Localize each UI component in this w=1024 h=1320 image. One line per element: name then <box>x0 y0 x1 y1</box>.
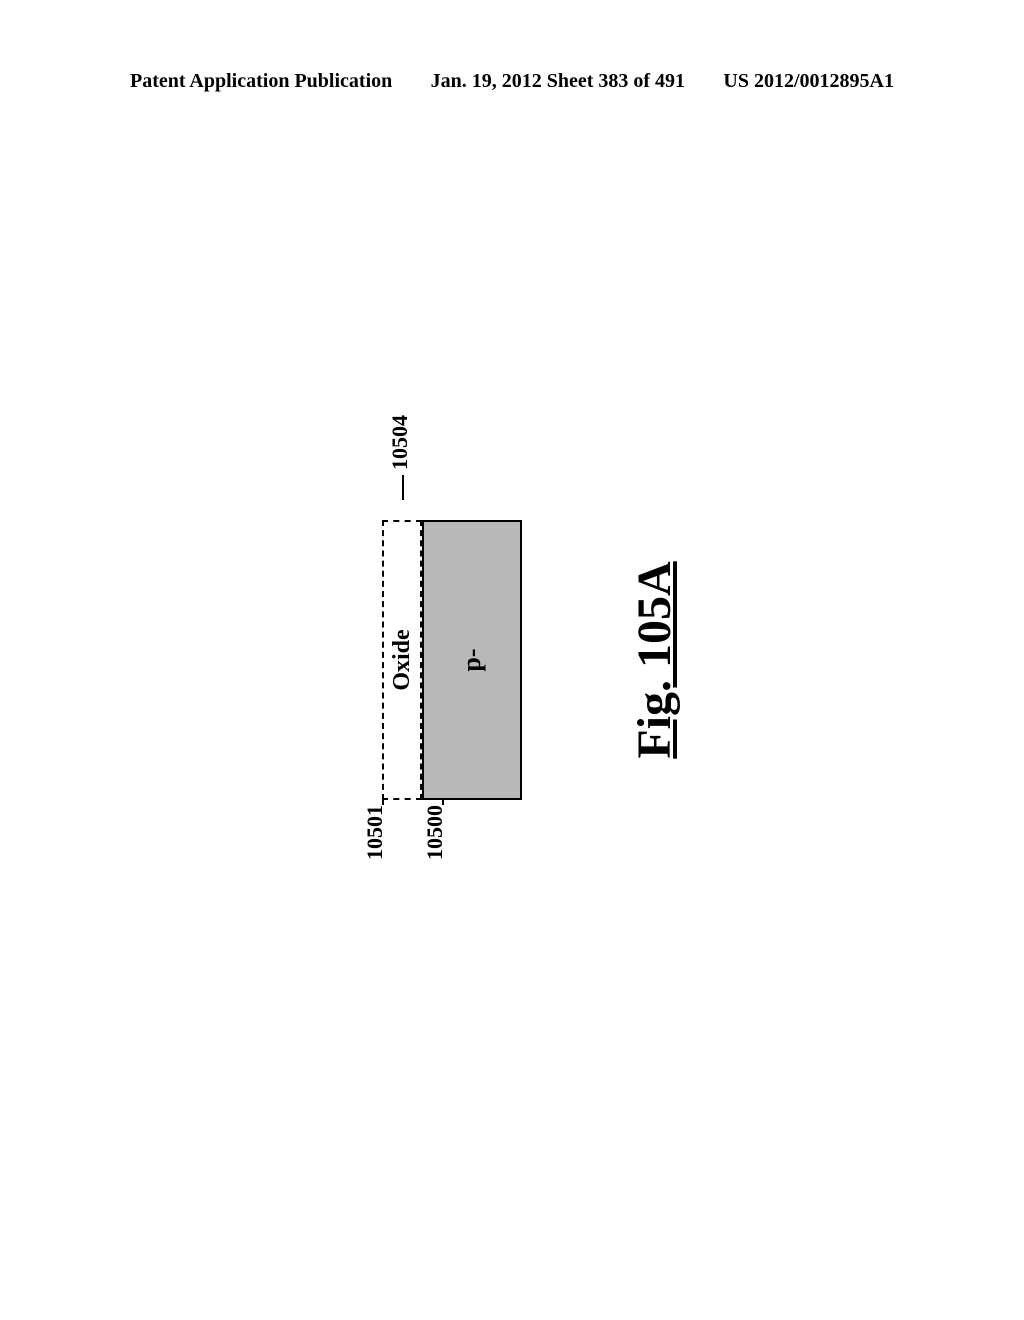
header-right: US 2012/0012895A1 <box>723 70 894 93</box>
leader-line-10504 <box>402 475 404 500</box>
p-minus-label: p- <box>457 648 487 671</box>
reference-label-10500: 10500 <box>422 805 448 860</box>
reference-label-10501: 10501 <box>362 805 388 860</box>
reference-label-10504: 10504 <box>387 415 413 470</box>
page-header: Patent Application Publication Jan. 19, … <box>0 70 1024 93</box>
header-center: Jan. 19, 2012 Sheet 383 of 491 <box>431 70 685 93</box>
figure-label: Fig. 105A <box>627 561 682 758</box>
diagram-container: 10501 10500 10504 Oxide p- Fig. 105A <box>262 460 762 860</box>
header-left: Patent Application Publication <box>130 70 392 93</box>
p-minus-layer: p- <box>422 520 522 800</box>
layered-cross-section: Oxide p- <box>382 520 522 800</box>
oxide-layer: Oxide <box>382 520 422 800</box>
oxide-label: Oxide <box>389 629 416 690</box>
